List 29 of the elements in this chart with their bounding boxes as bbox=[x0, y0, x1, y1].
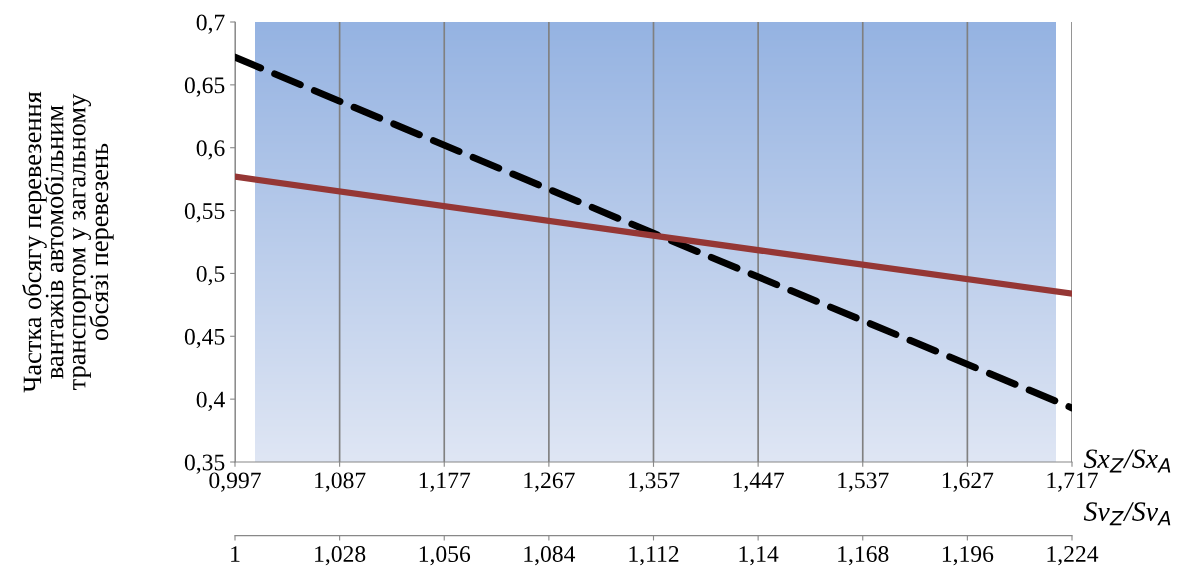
x2-tick-label: 1,056 bbox=[419, 546, 471, 566]
x-tick-label: 1,087 bbox=[315, 472, 366, 492]
x-tick-label: 1,627 bbox=[942, 472, 994, 492]
x2-tick-label: 1,168 bbox=[838, 546, 889, 566]
x2-tick-label: 1,112 bbox=[629, 546, 679, 566]
x2-tick-label: 1,224 bbox=[1047, 546, 1099, 566]
x2-tick-label: 1,028 bbox=[315, 546, 366, 566]
x-tick-label: 1,177 bbox=[419, 472, 471, 492]
y-tick-label: 0,5 bbox=[196, 265, 225, 286]
y-tick-label: 0,6 bbox=[196, 140, 225, 160]
x2-tick-label: 1 bbox=[231, 546, 240, 562]
y-axis-title: Частка обсягу перевезення вантажів автомобільним транспортом у загальному обсязі перевезень bbox=[22, 91, 114, 393]
x2-tick-label: 1,14 bbox=[739, 546, 779, 566]
x-axis-title: Sx$_{Z}$/Sx$_{A}$ bbox=[1083, 449, 1171, 473]
y-tick-label: 0,55 bbox=[184, 203, 225, 223]
x2-tick-label: 1,196 bbox=[942, 546, 994, 566]
x-tick-label: 1,447 bbox=[733, 472, 785, 492]
y-tick-label: 0,45 bbox=[184, 328, 225, 349]
x-tick-label: 0,997 bbox=[209, 472, 261, 492]
y-tick-label: 0,4 bbox=[196, 391, 225, 411]
y-tick-label: 0,7 bbox=[196, 14, 225, 34]
y-tick-label: 0,65 bbox=[184, 77, 225, 97]
x2-tick-label: 1,084 bbox=[524, 546, 576, 566]
y-tick-label: 0,35 bbox=[184, 454, 225, 474]
x-tick-label: 1,717 bbox=[1047, 472, 1098, 492]
x-tick-label: 1,537 bbox=[838, 472, 889, 492]
x-tick-label: 1,357 bbox=[629, 472, 680, 492]
x2-axis-title: Sv$_{Z}$/Sv$_{A}$ bbox=[1083, 502, 1171, 526]
x-tick-label: 1,267 bbox=[524, 472, 575, 492]
